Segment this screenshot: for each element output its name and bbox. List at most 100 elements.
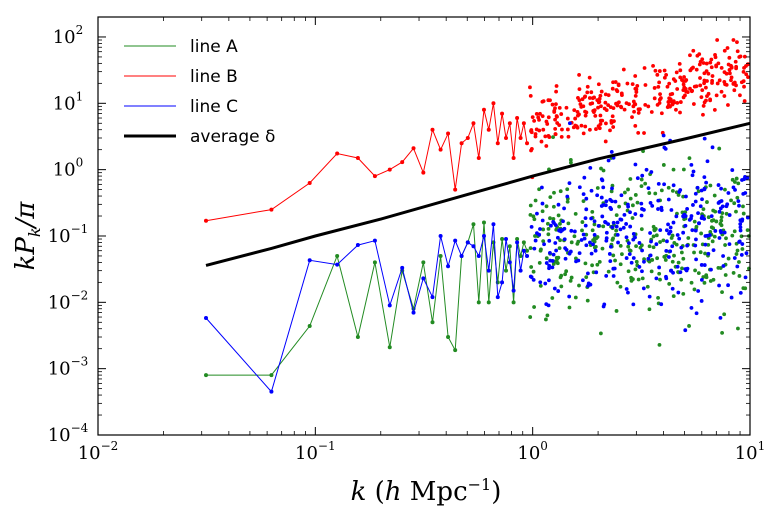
line-c-point (699, 188, 704, 193)
series-point (465, 240, 470, 245)
series-point (481, 107, 486, 112)
line-a-point (681, 167, 686, 172)
line-c-point (738, 228, 743, 233)
line-a-point (689, 280, 694, 285)
line-c-point (569, 228, 574, 233)
line-c-point (648, 231, 652, 235)
line-a-point (670, 188, 675, 193)
line-c-point (564, 247, 569, 252)
line-b-point (667, 96, 672, 101)
line-a-point (532, 217, 537, 222)
line-a-point (590, 228, 595, 233)
series-point (500, 237, 505, 242)
line-a-point (634, 259, 639, 264)
line-b-point (540, 114, 545, 119)
line-c-point (611, 274, 616, 278)
line-c-point (721, 264, 726, 268)
line-a-point (729, 198, 733, 203)
line-a-point (614, 228, 619, 233)
line-b-point (710, 74, 715, 78)
line-c-point (604, 236, 609, 241)
line-c-point (743, 275, 748, 280)
average-line (205, 121, 751, 267)
line-c-point (738, 222, 743, 226)
line-a-point (573, 211, 578, 216)
line-a-point (694, 224, 699, 229)
line-a-point (609, 189, 614, 194)
line-b-point (579, 123, 584, 128)
line-c-point (627, 252, 632, 257)
line-a-point (628, 177, 633, 181)
line-c-point (622, 213, 627, 217)
line-b-point (722, 94, 727, 98)
line-b-point (703, 85, 708, 90)
line-c-point (685, 207, 690, 211)
line-c-point (556, 202, 561, 207)
line-c-point (567, 121, 572, 126)
line-a-point (551, 135, 555, 140)
line-c-point (740, 217, 745, 222)
line-b-point (729, 63, 733, 68)
series-point (500, 280, 505, 285)
line-b-point (546, 115, 551, 120)
line-c-point (533, 238, 538, 243)
line-b-point (534, 111, 539, 116)
line-b-point (657, 80, 662, 85)
line-b-point (616, 83, 621, 88)
line-c-point (551, 252, 556, 257)
line-b-point (656, 84, 661, 89)
line-a-point (592, 245, 597, 250)
line-c-point (709, 214, 714, 219)
line-b-point (714, 93, 719, 98)
line-b-point (541, 99, 546, 104)
line-c-point (528, 274, 533, 279)
series-point (446, 335, 451, 340)
line-a-point (711, 277, 716, 282)
line-a-point (639, 184, 644, 189)
line-a-point (573, 295, 578, 300)
line-b-point (688, 53, 692, 58)
line-a-point (569, 240, 574, 245)
series-point (521, 240, 526, 245)
line-a-point (723, 273, 728, 277)
line-a-point (564, 269, 569, 274)
line-c-point (693, 191, 698, 196)
line-c-point (709, 267, 713, 272)
line-c-point (600, 214, 605, 219)
line-b-point (537, 128, 542, 133)
series-point (421, 170, 426, 175)
line-c-point (717, 283, 721, 288)
line-c-point (640, 173, 645, 178)
line-a-point (613, 258, 617, 263)
line-c-point (710, 145, 715, 150)
line-c-point (624, 256, 629, 260)
line-a-point (540, 209, 545, 214)
series-point (459, 253, 464, 258)
line-b-point (675, 100, 680, 105)
line-c-point (580, 278, 585, 283)
line-c-point (649, 239, 653, 244)
line-b-point (577, 73, 581, 77)
line-b-point (559, 134, 564, 139)
line-a-point (544, 317, 548, 322)
line-c-point (720, 204, 725, 209)
line-c-point (689, 306, 694, 310)
line-c-point (694, 257, 698, 262)
line-c-point (606, 158, 611, 163)
line-a-point (581, 199, 586, 204)
line-b-point (603, 100, 608, 105)
line-c-point (583, 216, 588, 220)
line-b-point (668, 92, 673, 97)
line-c-point (656, 207, 660, 211)
line-c-point (693, 243, 698, 248)
line-b-point (722, 70, 727, 75)
line-c-point (716, 183, 721, 187)
series-point (471, 121, 476, 126)
line-c-point (695, 185, 700, 190)
line-a-point (568, 158, 573, 162)
series-point (430, 320, 435, 325)
line-c-point (703, 242, 708, 247)
line-b-point (708, 60, 713, 65)
plot-frame (97, 16, 751, 436)
line-b-point (596, 100, 601, 105)
